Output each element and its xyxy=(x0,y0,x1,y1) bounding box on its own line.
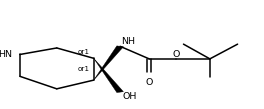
Text: O: O xyxy=(145,78,153,87)
Text: HN: HN xyxy=(0,50,12,59)
Polygon shape xyxy=(94,58,123,93)
Text: or1: or1 xyxy=(78,49,90,55)
Text: O: O xyxy=(173,50,180,59)
Text: or1: or1 xyxy=(78,66,90,72)
Polygon shape xyxy=(94,46,123,80)
Text: NH: NH xyxy=(121,37,135,46)
Text: OH: OH xyxy=(123,92,137,101)
